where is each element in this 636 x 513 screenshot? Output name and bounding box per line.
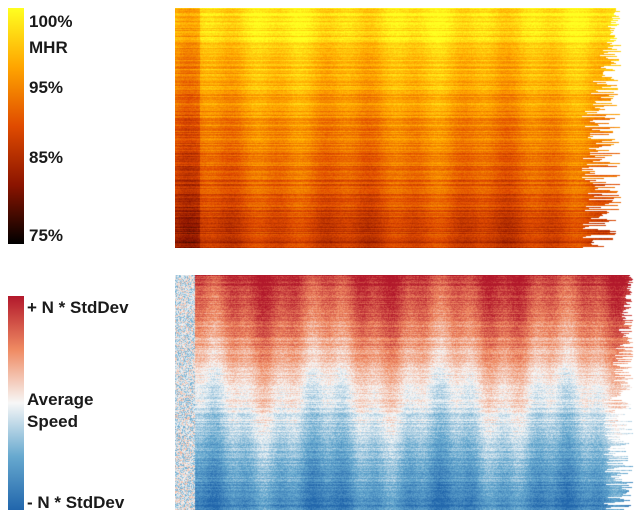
- colorbar-label-speed: Speed: [27, 412, 79, 431]
- heart-rate-heatmap: [175, 8, 630, 248]
- colorbar-label-mhr: MHR: [29, 38, 68, 57]
- speed-colorbar: [8, 296, 24, 510]
- colorbar-label-minus-stddev: - N * StdDev: [27, 493, 125, 512]
- heart-rate-colorbar: [8, 8, 24, 244]
- colorbar-label-average: Average: [27, 390, 94, 409]
- colorbar-label-100: 100%: [29, 12, 73, 31]
- colorbar-label-85: 85%: [29, 148, 64, 167]
- speed-heatmap: [175, 275, 636, 510]
- colorbar-label-plus-stddev: + N * StdDev: [27, 298, 129, 317]
- colorbar-label-95: 95%: [29, 78, 64, 97]
- colorbar-label-75: 75%: [29, 226, 64, 245]
